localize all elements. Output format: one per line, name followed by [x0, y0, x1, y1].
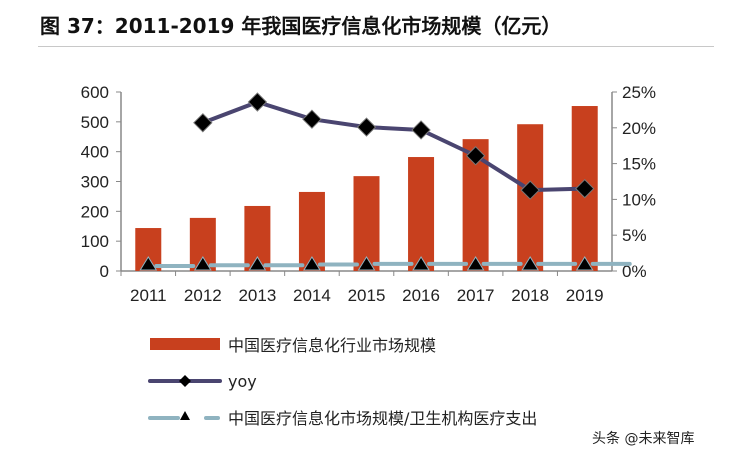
left-tick-label: 500	[81, 113, 109, 132]
ratio-marker-2015	[357, 256, 376, 271]
title-divider	[38, 46, 714, 47]
x-tick-label: 2019	[566, 286, 604, 305]
yoy-marker-2012	[193, 113, 213, 133]
x-tick-label: 2015	[348, 286, 386, 305]
yoy-line	[202, 99, 585, 193]
bar-2015	[353, 176, 380, 271]
legend-marker-ratio	[180, 411, 190, 420]
x-tick-label: 2014	[293, 286, 331, 305]
left-tick-label: 0	[100, 262, 109, 281]
right-tick-label: 0%	[622, 262, 647, 281]
yoy-marker-2018	[520, 180, 540, 200]
ratio-marker-2017	[466, 256, 485, 271]
yoy-marker-2017	[465, 146, 486, 166]
ratio-marker-2019	[575, 256, 594, 271]
legend-swatch-bar	[150, 338, 220, 350]
yoy-marker-2016	[411, 120, 431, 140]
left-tick-label: 400	[81, 143, 109, 162]
left-tick-label: 100	[81, 232, 109, 251]
x-tick-label: 2013	[238, 286, 276, 305]
ratio-marker-2011	[139, 256, 158, 271]
watermark: 头条 @未来智库	[592, 430, 694, 447]
legend-marker-yoy	[179, 375, 191, 387]
legend-label-yoy: yoy	[228, 372, 257, 391]
ratio-marker-2013	[248, 256, 267, 271]
x-tick-label: 2012	[184, 286, 222, 305]
left-tick-label: 600	[81, 83, 109, 102]
legend-label-market-size: 中国医疗信息化行业市场规模	[228, 336, 436, 355]
ratio-marker-2016	[412, 256, 430, 271]
yoy-marker-2015	[356, 117, 377, 137]
yoy-marker-2013	[247, 92, 268, 112]
right-tick-label: 5%	[622, 226, 647, 245]
x-tick-label: 2017	[457, 286, 495, 305]
ratio-marker-2018	[521, 256, 540, 271]
ratio-marker-2014	[303, 256, 321, 271]
yoy-marker-2014	[302, 109, 322, 129]
left-tick-label: 300	[81, 173, 109, 192]
right-tick-label: 15%	[622, 155, 656, 174]
ratio-marker-2012	[193, 256, 212, 271]
x-tick-label: 2011	[130, 286, 167, 305]
bar-2016	[408, 157, 435, 271]
right-tick-label: 25%	[622, 83, 656, 102]
x-tick-label: 2018	[511, 286, 549, 305]
left-tick-label: 200	[81, 202, 109, 221]
right-tick-label: 20%	[622, 119, 656, 138]
right-tick-label: 10%	[622, 190, 656, 209]
yoy-marker-2019	[575, 178, 595, 199]
legend-label-ratio: 中国医疗信息化市场规模/卫生机构医疗支出	[228, 409, 537, 428]
chart-title: 图 37：2011-2019 年我国医疗信息化市场规模（亿元）	[40, 14, 562, 38]
x-tick-label: 2016	[402, 286, 440, 305]
